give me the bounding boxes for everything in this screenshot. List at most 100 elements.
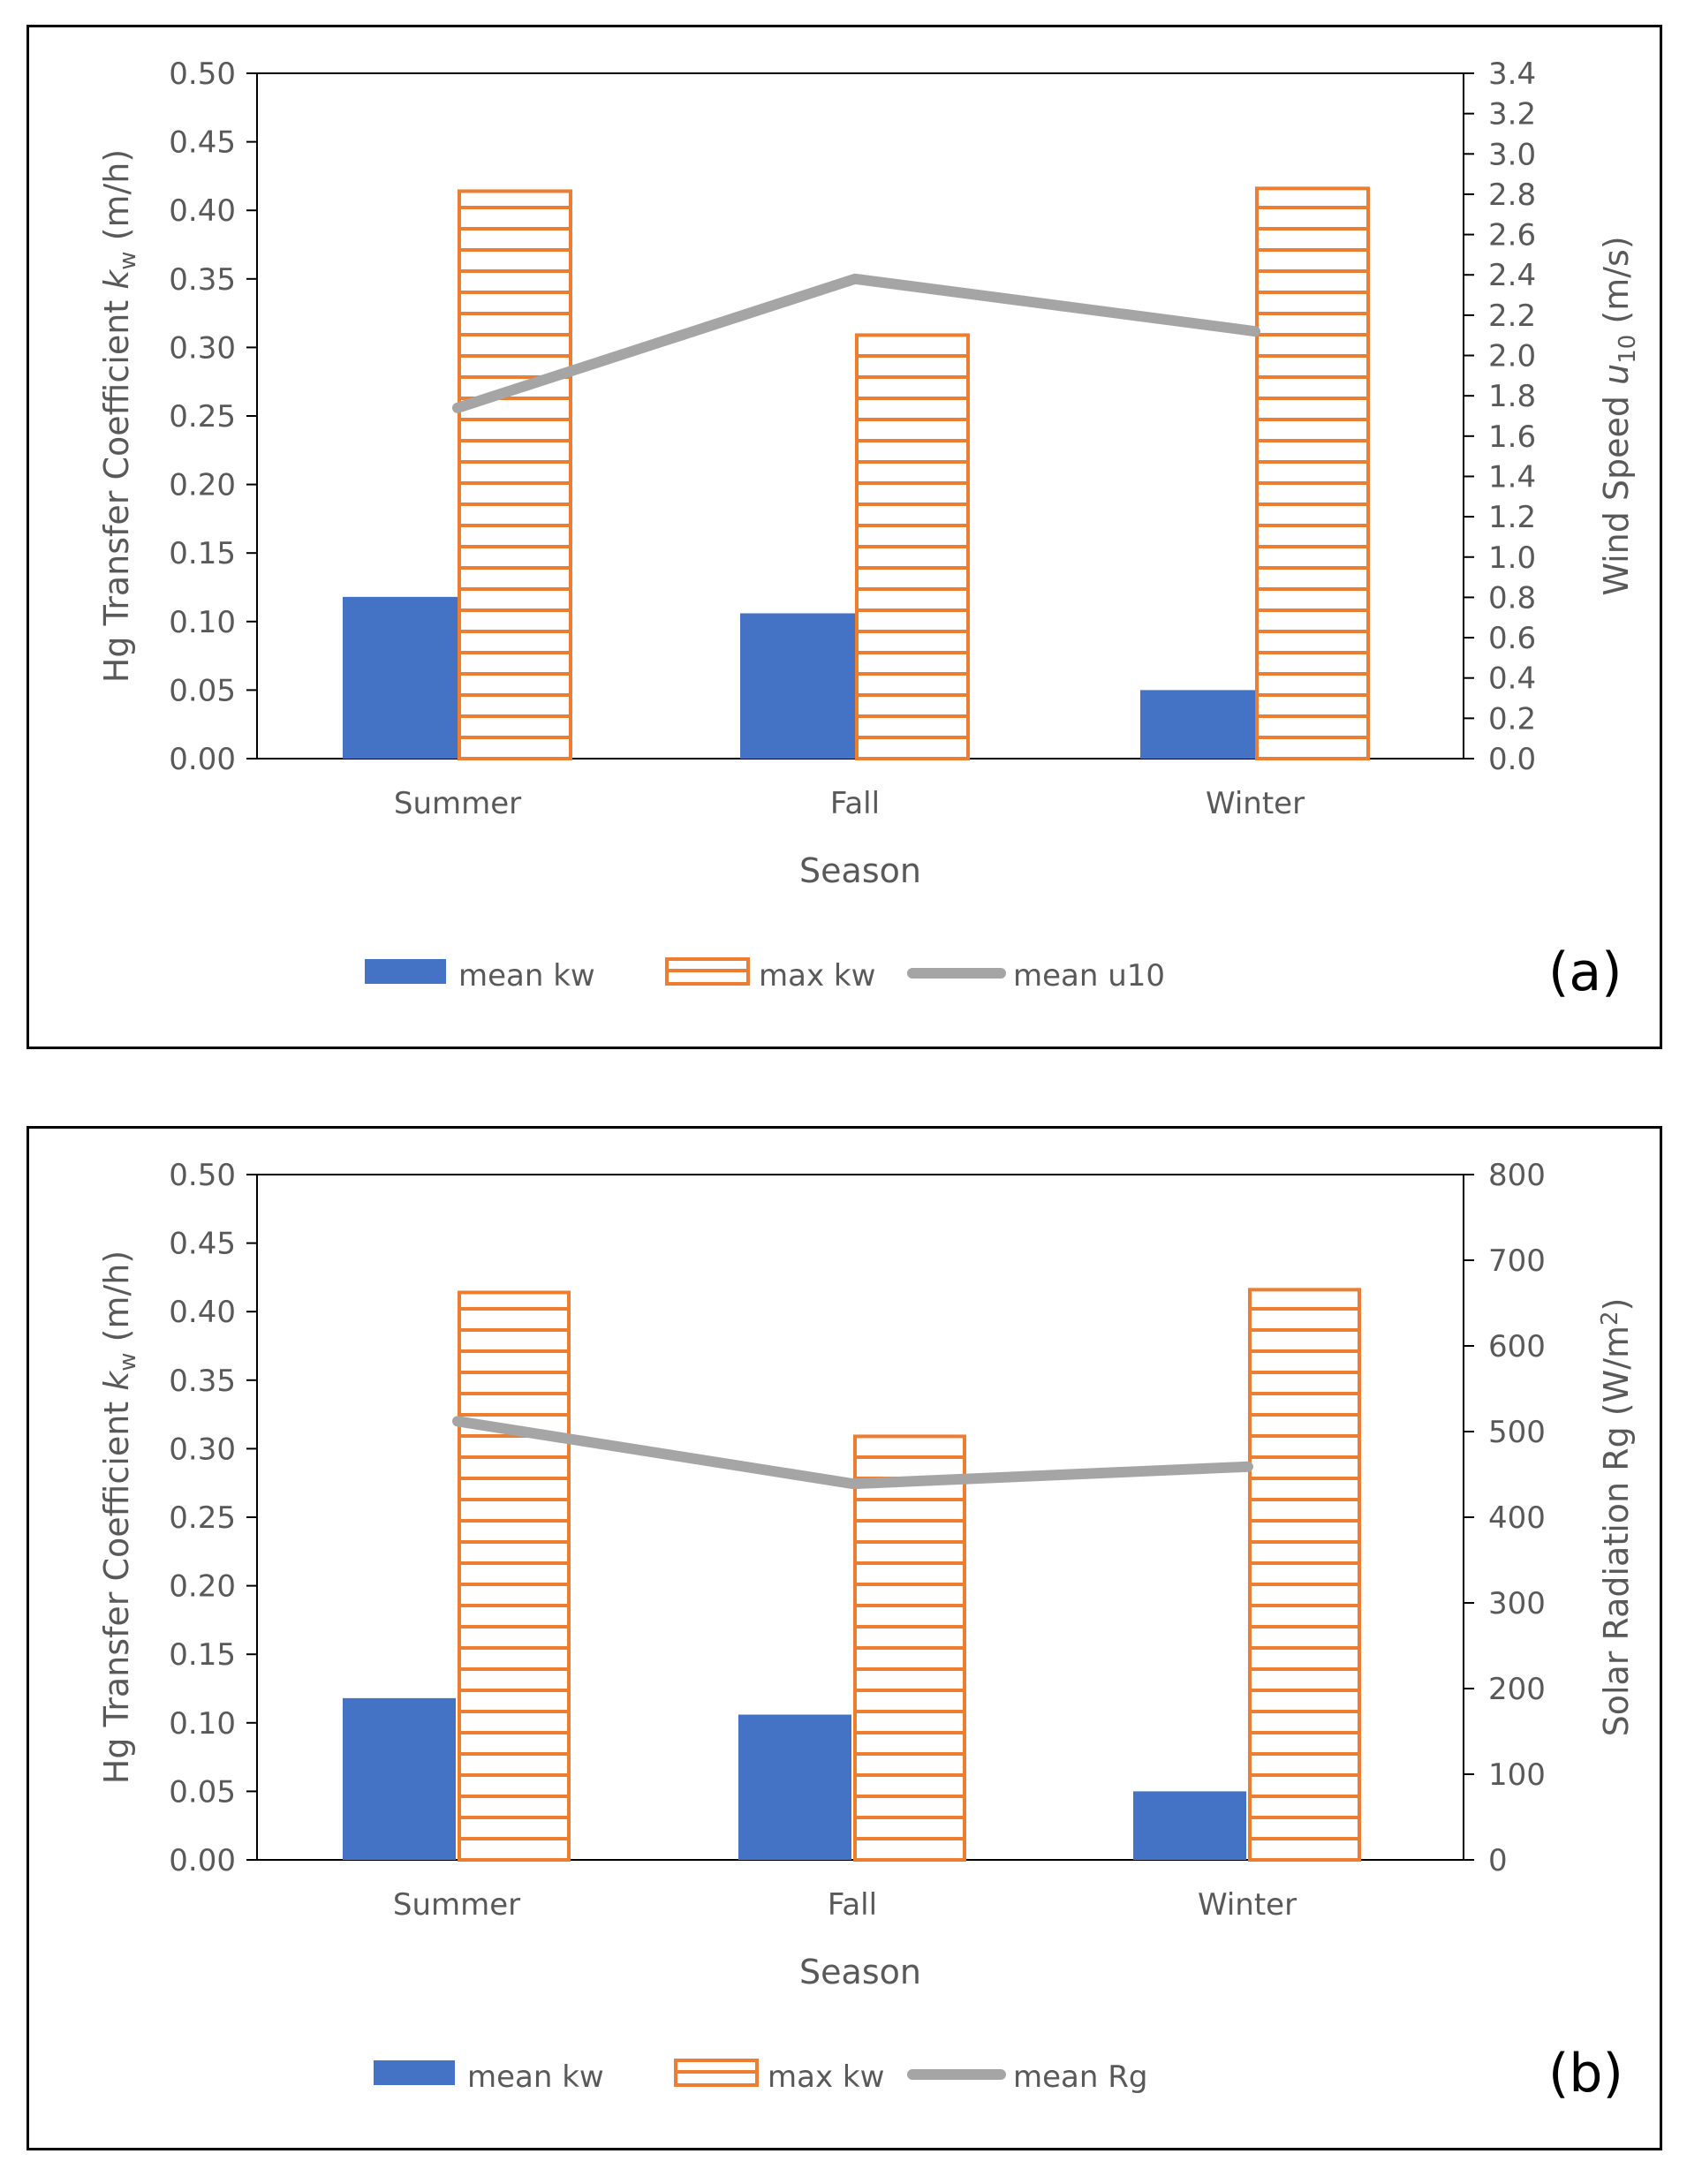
x-tick-label: Fall xyxy=(830,786,880,821)
y2-tick-label: 0 xyxy=(1488,1843,1508,1878)
y2-tick-label: 200 xyxy=(1488,1672,1546,1707)
y2-tick-label: 2.4 xyxy=(1488,258,1536,293)
y2-tick-label: 1.4 xyxy=(1488,459,1536,495)
line-point xyxy=(852,1483,854,1485)
y-tick-label: 0.30 xyxy=(169,330,236,366)
y2-tick-label: 2.2 xyxy=(1488,299,1536,334)
line-point xyxy=(1254,330,1256,333)
bar-max-kw-summer xyxy=(458,189,572,761)
bar-max-kw-fall xyxy=(855,333,970,760)
x-tick-label: Winter xyxy=(1198,1887,1297,1923)
y2-tick-label: 700 xyxy=(1488,1243,1546,1279)
y2-tick-label: 800 xyxy=(1488,1158,1546,1193)
panel-label: (a) xyxy=(1548,941,1623,1003)
y2-axis-title-sup: 2 xyxy=(1597,1311,1623,1326)
x-tick-label: Summer xyxy=(394,786,521,821)
line-mean-Rg xyxy=(452,1416,1253,1490)
y2-axis-title-unit: (m/s) xyxy=(1597,236,1636,334)
legend-label-max-kw: max kw xyxy=(759,958,875,994)
x-axis-title: Season xyxy=(799,1953,921,1991)
y-tick-label: 0.45 xyxy=(169,1227,236,1262)
y2-tick-label: 1.2 xyxy=(1488,500,1536,535)
bar-max-kw-winter xyxy=(1255,186,1370,761)
y2-tick-label: 1.0 xyxy=(1488,540,1536,576)
y-tick-label: 0.10 xyxy=(169,1706,236,1742)
y-axis-title-main: Hg Transfer Coefficient xyxy=(97,1391,136,1784)
y-tick-label: 0.05 xyxy=(169,673,236,708)
y-tick-label: 0.15 xyxy=(169,1637,236,1673)
y2-tick-label: 1.8 xyxy=(1488,379,1536,414)
y-axis-title-var: k xyxy=(97,268,136,290)
legend-swatch-mean-kw xyxy=(374,2060,455,2085)
y-tick-label: 0.00 xyxy=(169,742,236,777)
y-tick-label: 0.10 xyxy=(169,605,236,640)
y2-tick-label: 0.8 xyxy=(1488,580,1536,616)
bar-mean-kw-winter xyxy=(1140,690,1255,759)
chart-b-svg: 0.00 0.05 0.10 0.15 0.20 0.25 0.30 0.35 0.40 0.45… xyxy=(97,1158,1636,2105)
y2-tick-label: 300 xyxy=(1488,1586,1546,1621)
y2-tick-label: 0.2 xyxy=(1488,701,1536,737)
line-point xyxy=(854,277,856,280)
bar-max-kw-summer xyxy=(458,1290,571,1863)
y-tick-label: 0.20 xyxy=(169,468,236,503)
y-tick-label: 0.50 xyxy=(169,1158,236,1193)
y-tick-label: 0.25 xyxy=(169,399,236,435)
y2-axis-title-main: Solar Radiation Rg (W/m xyxy=(1597,1326,1636,1736)
y2-tick-label: 500 xyxy=(1488,1415,1546,1450)
y-tick-label: 0.40 xyxy=(169,1295,236,1330)
x-axis-title: Season xyxy=(799,851,921,890)
legend-swatch-max-kw xyxy=(674,2059,759,2087)
y-tick-label: 0.30 xyxy=(169,1432,236,1467)
y-axis-title: Hg Transfer Coefficient kw (m/h) xyxy=(97,1251,141,1784)
y2-tick-label: 2.6 xyxy=(1488,218,1536,253)
y2-tick-label: 100 xyxy=(1488,1757,1546,1793)
y2-tick-label: 3.4 xyxy=(1488,57,1536,92)
bar-mean-kw-winter xyxy=(1133,1791,1246,1860)
y-tick-label: 0.25 xyxy=(169,1500,236,1536)
y2-tick-label: 400 xyxy=(1488,1500,1546,1536)
bar-mean-kw-fall xyxy=(738,1714,851,1860)
panel-label: (b) xyxy=(1548,2043,1623,2105)
y-tick-label: 0.35 xyxy=(169,1364,236,1399)
y2-tick-label: 1.6 xyxy=(1488,419,1536,455)
legend-label-line: mean u10 xyxy=(1013,958,1165,994)
y-axis-title-unit: (m/h) xyxy=(97,1251,136,1353)
y2-tick-label: 600 xyxy=(1488,1329,1546,1364)
y2-axis-title: Solar Radiation Rg (W/m2) xyxy=(1597,1298,1636,1737)
y-axis-title-unit: (m/h) xyxy=(97,149,136,252)
y-axis-title: Hg Transfer Coefficient kw (m/h) xyxy=(97,149,141,683)
y-tick-label: 0.35 xyxy=(169,262,236,298)
x-tick-label: Fall xyxy=(828,1887,877,1923)
y-tick-label: 0.05 xyxy=(169,1774,236,1810)
y-tick-label: 0.15 xyxy=(169,536,236,571)
y2-axis-title: Wind Speed u10 (m/s) xyxy=(1597,236,1641,595)
line-point xyxy=(457,406,458,409)
legend-label-mean-kw: mean kw xyxy=(467,2059,604,2095)
y2-tick-label: 0.6 xyxy=(1488,621,1536,656)
y-tick-label: 0.45 xyxy=(169,125,236,161)
line-point xyxy=(1247,1465,1249,1468)
legend-label-max-kw: max kw xyxy=(768,2059,884,2095)
bar-mean-kw-summer xyxy=(343,1697,456,1860)
y-axis-title-main: Hg Transfer Coefficient xyxy=(97,290,136,683)
y-tick-label: 0.00 xyxy=(169,1843,236,1878)
bar-mean-kw-fall xyxy=(740,613,855,759)
y-tick-label: 0.40 xyxy=(169,193,236,229)
y-tick-label: 0.50 xyxy=(169,57,236,92)
y2-tick-label: 0.4 xyxy=(1488,661,1536,697)
legend-label-line: mean Rg xyxy=(1013,2059,1147,2095)
y2-tick-label: 2.8 xyxy=(1488,178,1536,213)
legend-swatch-max-kw xyxy=(665,957,750,986)
y2-axis-title-sub: 10 xyxy=(1615,335,1641,364)
x-tick-label: Summer xyxy=(393,1887,520,1923)
y2-tick-label: 0.0 xyxy=(1488,742,1536,777)
legend-label-mean-kw: mean kw xyxy=(458,958,595,994)
y-axis-title-sub: w xyxy=(115,1352,141,1371)
chart-panel-a: 0.00 0.05 0.10 0.15 0.20 0.25 0.30 0.35 0.40 0.45… xyxy=(26,25,1662,1049)
y-tick-label: 0.20 xyxy=(169,1569,236,1605)
bar-max-kw-fall xyxy=(853,1434,966,1862)
bar-max-kw-winter xyxy=(1248,1288,1361,1863)
chart-a-svg: 0.00 0.05 0.10 0.15 0.20 0.25 0.30 0.35 0.40 0.45… xyxy=(97,57,1641,1003)
y2-tick-label: 2.0 xyxy=(1488,339,1536,374)
y2-tick-label: 3.2 xyxy=(1488,97,1536,132)
